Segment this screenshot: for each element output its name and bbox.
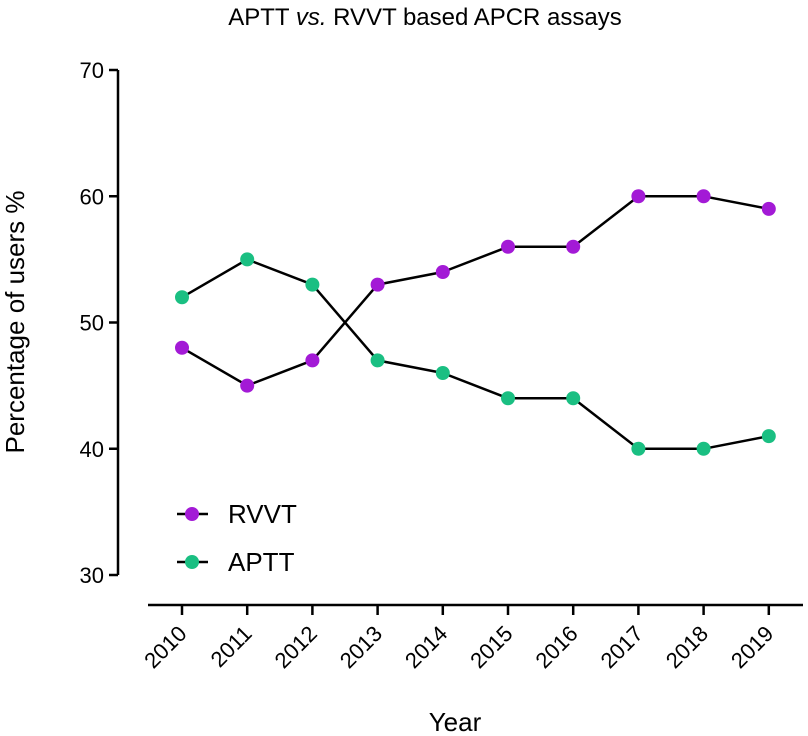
x-tick-label-2014: 2014 [400,621,452,673]
data-point-rvvt-2015 [501,239,515,254]
x-tick-label-2015: 2015 [465,621,517,673]
legend: RVVT APTT [177,499,297,577]
y-tick-label-50: 50 [80,311,104,336]
data-point-aptt-2014 [435,366,450,380]
legend-marker-rvvt [185,507,199,521]
legend-label-rvvt: RVVT [228,499,297,529]
data-point-aptt-2016 [566,391,581,406]
y-tick-label-30: 30 [80,563,104,588]
data-point-aptt-2017 [631,441,646,456]
x-axis-title: Year [429,707,482,736]
y-tick-label-70: 70 [80,58,104,83]
data-point-aptt-2013 [370,353,385,368]
data-point-rvvt-2017 [631,189,646,204]
x-tick-label-2016: 2016 [530,621,582,673]
data-point-rvvt-2013 [370,277,385,292]
x-axis: 2010 2011 2012 2013 2014 2015 2016 2017 2018 2019 [139,603,803,673]
y-axis-title: Percentage of users % [0,190,30,453]
data-point-rvvt-2016 [566,239,581,254]
x-tick-label-2017: 2017 [596,621,648,673]
data-point-aptt-2012 [305,277,320,292]
chart-title: APTT vs. RVVT based APCR assays [228,4,622,31]
legend-item-aptt: APTT [177,547,295,577]
data-point-rvvt-2010 [175,340,189,355]
x-tick-label-2013: 2013 [335,621,387,673]
chart-title-suffix: RVVT based APCR assays [326,4,621,31]
data-point-rvvt-2011 [240,378,255,393]
chart-title-italic: vs. [296,4,327,31]
data-point-aptt-2019 [761,429,776,444]
data-point-aptt-2015 [501,391,515,406]
series-points [175,189,776,456]
legend-item-rvvt: RVVT [177,499,297,529]
legend-label-aptt: APTT [228,547,295,577]
x-tick-label-2019: 2019 [726,621,778,673]
legend-marker-aptt [185,555,199,569]
series-lines [181,195,770,451]
data-point-rvvt-2018 [696,189,711,204]
data-point-rvvt-2019 [761,201,776,216]
y-axis: 30 40 50 60 70 [80,58,120,588]
y-tick-label-40: 40 [80,437,104,462]
data-point-rvvt-2014 [435,265,450,279]
x-tick-label-2011: 2011 [206,621,257,672]
x-tick-label-2018: 2018 [661,621,713,673]
x-tick-label-2010: 2010 [139,621,191,673]
chart-title-prefix: APTT [228,4,296,31]
data-point-aptt-2011 [240,252,255,267]
x-tick-label-2012: 2012 [270,621,322,673]
data-point-aptt-2018 [696,441,711,456]
y-tick-label-60: 60 [80,184,104,209]
series-line-rvvt [181,195,770,387]
data-point-rvvt-2012 [305,353,320,368]
series-line-aptt [181,258,770,451]
data-point-aptt-2010 [175,290,189,305]
